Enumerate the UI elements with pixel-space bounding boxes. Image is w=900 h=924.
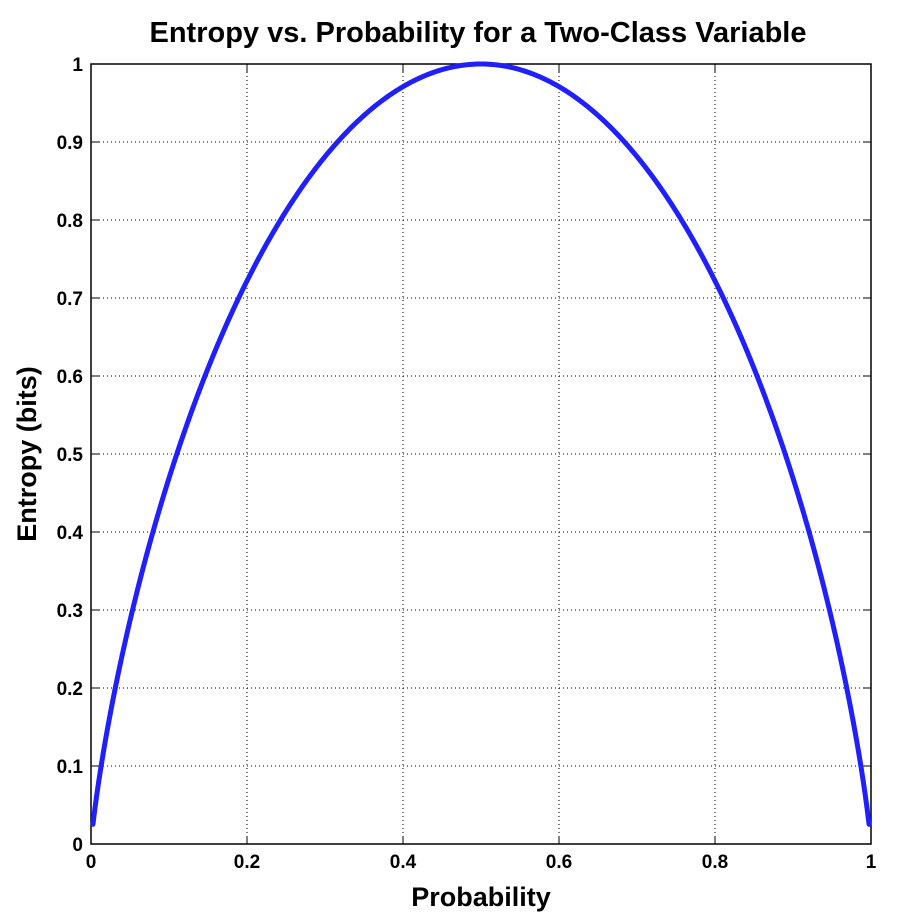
x-tick-label: 0.6 bbox=[546, 852, 572, 873]
entropy-series-line bbox=[90, 61, 872, 827]
y-tick-label: 0.1 bbox=[57, 757, 84, 778]
y-tick-label: 1 bbox=[72, 55, 83, 76]
x-tick-label: 0.2 bbox=[234, 852, 260, 873]
x-tick-label: 0.4 bbox=[390, 852, 417, 873]
y-tick-label: 0.3 bbox=[57, 601, 83, 622]
y-tick-label: 0.2 bbox=[57, 679, 83, 700]
y-tick-label: 0.7 bbox=[57, 289, 83, 310]
chart-title: Entropy vs. Probability for a Two-Class … bbox=[150, 17, 807, 49]
y-tick-label: 0.6 bbox=[57, 367, 83, 388]
series-layer bbox=[90, 61, 872, 827]
x-tick-label: 0.8 bbox=[702, 852, 728, 873]
x-tick-labels: 0 0.2 0.4 0.6 0.8 1 bbox=[86, 852, 877, 873]
y-tick-labels: 0 0.1 0.2 0.3 0.4 0.5 0.6 0.7 0.8 0.9 1 bbox=[57, 55, 84, 856]
x-tick-label: 0 bbox=[86, 852, 97, 873]
y-tick-label: 0 bbox=[72, 835, 83, 856]
y-tick-label: 0.9 bbox=[57, 133, 83, 154]
y-tick-label: 0.4 bbox=[57, 523, 84, 544]
x-axis-label: Probability bbox=[411, 882, 551, 912]
x-tick-label: 1 bbox=[866, 852, 877, 873]
y-tick-label: 0.5 bbox=[57, 445, 84, 466]
plot-area bbox=[90, 63, 872, 845]
y-axis-label: Entropy (bits) bbox=[12, 366, 42, 542]
y-tick-label: 0.8 bbox=[57, 211, 83, 232]
tick-marks bbox=[90, 63, 872, 845]
